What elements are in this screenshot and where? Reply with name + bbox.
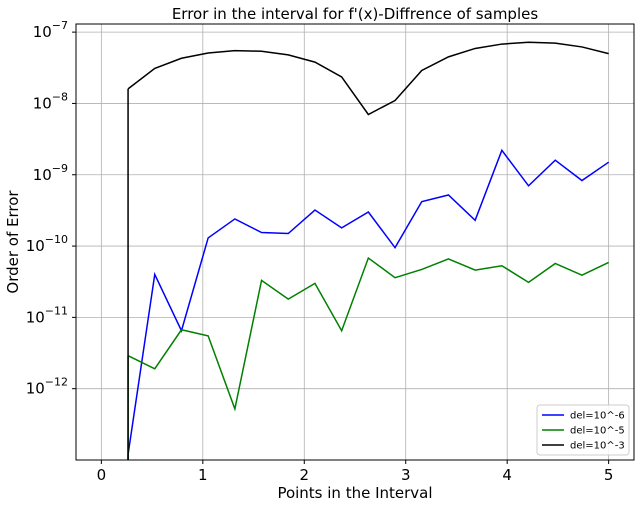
y-axis-ticks: 10−12 10−11 10−10 10−9 10−8 10−7	[26, 19, 76, 398]
x-tick-label: 5	[604, 466, 614, 484]
grid	[76, 24, 634, 460]
x-tick-label: 2	[299, 466, 309, 484]
x-tick-label: 4	[502, 466, 512, 484]
legend-label: del=10^-5	[570, 426, 625, 437]
y-tick-label: 10−8	[33, 90, 68, 112]
series-line	[127, 256, 609, 412]
x-axis-ticks: 0 1 2 3 4 5	[97, 460, 614, 484]
y-tick-label: 10−12	[26, 376, 68, 398]
series-line	[127, 41, 609, 116]
series-lines	[127, 41, 610, 460]
x-tick-label: 0	[97, 466, 107, 484]
legend-label: del=10^-3	[570, 441, 625, 452]
y-tick-label: 10−9	[33, 162, 68, 184]
legend: del=10^-6 del=10^-5 del=10^-3	[536, 404, 630, 456]
y-axis-label: Order of Error	[4, 190, 22, 294]
y-tick-label: 10−11	[26, 304, 68, 326]
x-axis-label: Points in the Interval	[277, 484, 432, 502]
y-tick-label: 10−10	[26, 233, 68, 255]
plot-area-frame	[75, 23, 635, 461]
legend-box	[536, 404, 630, 456]
series-line	[127, 148, 610, 455]
legend-label: del=10^-6	[570, 411, 625, 422]
x-tick-label: 3	[401, 466, 411, 484]
y-tick-label: 10−7	[33, 19, 68, 41]
x-tick-label: 1	[198, 466, 208, 484]
chart-title: Error in the interval for f'(x)-Diffrenc…	[172, 5, 539, 23]
